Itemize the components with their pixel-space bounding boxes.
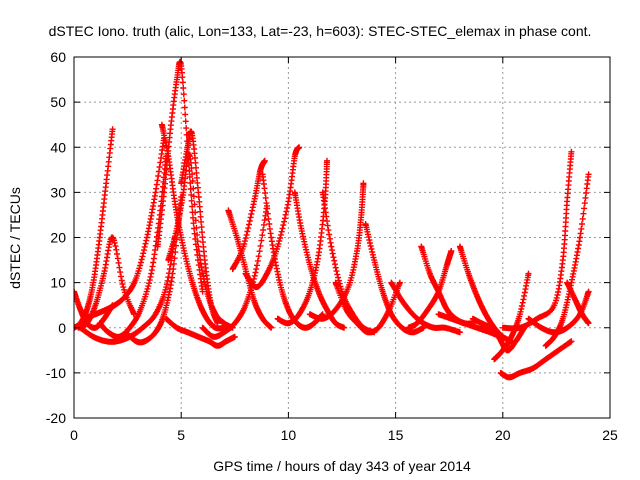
series-markers xyxy=(405,248,455,331)
series-arc-23 xyxy=(362,221,427,336)
series-markers xyxy=(122,193,185,346)
series-markers xyxy=(163,315,238,349)
x-tick-label: 5 xyxy=(177,427,185,443)
series-arc-15 xyxy=(229,157,268,273)
series-markers xyxy=(362,221,427,336)
series-arc-35 xyxy=(564,279,592,327)
axis-ticks: 0 5 10 15 20 25 -20 -10 0 10 20 30 40 50 60 xyxy=(46,49,618,443)
data-series-layer xyxy=(74,58,592,381)
series-arc-22 xyxy=(332,279,403,336)
series-arc-31 xyxy=(497,338,575,381)
series-markers xyxy=(229,157,268,273)
series-arc-17 xyxy=(242,144,303,291)
x-tick-label: 15 xyxy=(388,427,404,443)
series-arc-9 xyxy=(158,121,228,332)
series-arc-30 xyxy=(491,270,532,363)
y-tick-label: 60 xyxy=(50,49,66,65)
series-markers xyxy=(77,234,178,345)
series-markers xyxy=(158,121,228,332)
series-markers xyxy=(259,171,326,331)
series-arc-21 xyxy=(306,180,367,322)
series-markers xyxy=(469,315,528,354)
series-markers xyxy=(332,279,403,336)
series-markers xyxy=(564,279,592,327)
y-tick-label: -20 xyxy=(46,410,66,426)
series-markers xyxy=(499,148,575,332)
x-tick-label: 25 xyxy=(602,427,618,443)
x-tick-label: 10 xyxy=(281,427,297,443)
series-arc-12 xyxy=(163,315,238,349)
series-arc-11 xyxy=(178,128,221,327)
y-tick-label: -10 xyxy=(46,365,66,381)
series-markers xyxy=(306,180,367,322)
series-markers xyxy=(242,144,303,291)
x-tick-label: 0 xyxy=(70,427,78,443)
y-tick-label: 40 xyxy=(50,139,66,155)
x-tick-label: 20 xyxy=(495,427,511,443)
series-arc-4 xyxy=(81,135,167,322)
series-arc-26 xyxy=(405,248,455,331)
series-markers xyxy=(497,338,575,381)
series-arc-32 xyxy=(499,148,575,332)
x-axis-label: GPS time / hours of day 343 of year 2014 xyxy=(213,458,471,474)
y-axis-label: dSTEC / TECUs xyxy=(7,187,23,289)
series-arc-29 xyxy=(469,315,528,354)
y-tick-label: 0 xyxy=(58,320,66,336)
series-arc-16 xyxy=(259,171,326,331)
chart-title: dSTEC Iono. truth (alic, Lon=133, Lat=-2… xyxy=(49,23,592,39)
series-arc-7 xyxy=(122,193,185,346)
y-tick-label: 20 xyxy=(50,230,66,246)
series-markers xyxy=(178,128,221,327)
series-markers xyxy=(491,270,532,363)
y-tick-label: 10 xyxy=(50,275,66,291)
series-arc-5 xyxy=(77,234,178,345)
series-markers xyxy=(81,135,167,322)
y-tick-label: 50 xyxy=(50,94,66,110)
y-tick-label: 30 xyxy=(50,184,66,200)
